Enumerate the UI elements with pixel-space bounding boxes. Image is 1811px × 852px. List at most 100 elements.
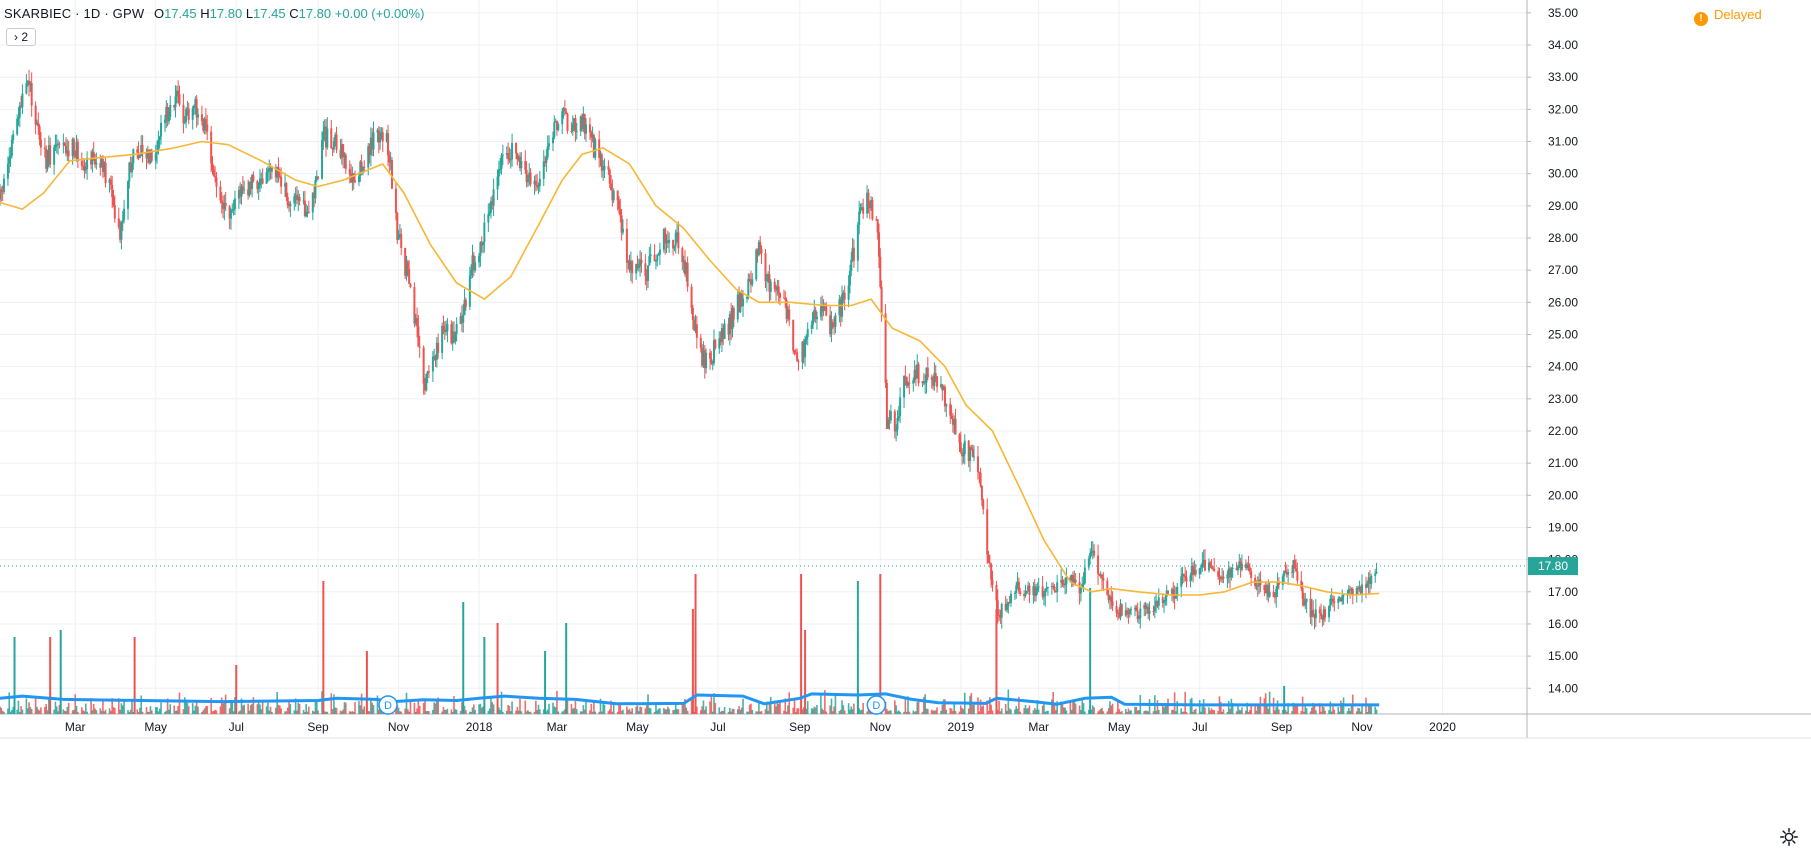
volume-bar xyxy=(793,700,796,714)
candle-body xyxy=(35,122,38,125)
volume-bar xyxy=(195,701,198,714)
candle-body xyxy=(511,142,514,160)
candle-body xyxy=(870,200,873,209)
volume-bar xyxy=(637,711,640,714)
candle-body xyxy=(1277,582,1280,585)
volume-bar xyxy=(895,705,897,714)
candle-body xyxy=(396,212,399,240)
volume-bar xyxy=(17,700,20,714)
candle-body xyxy=(58,143,61,145)
symbol-title[interactable]: SKARBIEC · 1D · GPW xyxy=(4,6,145,21)
volume-bar xyxy=(696,706,698,714)
delayed-status[interactable]: ! Delayed xyxy=(1694,7,1762,26)
volume-bar xyxy=(428,711,430,714)
volume-bar xyxy=(286,707,289,714)
volume-bar xyxy=(896,711,899,714)
candle-body xyxy=(991,579,994,585)
candle-body xyxy=(561,111,564,125)
candle-body xyxy=(387,133,390,156)
volume-spike xyxy=(565,623,568,714)
candle-body xyxy=(1312,609,1315,615)
volume-bar xyxy=(294,698,297,714)
candle-body xyxy=(520,161,523,169)
volume-bar xyxy=(269,706,272,714)
volume-bar xyxy=(1266,703,1268,714)
volume-bar xyxy=(519,698,521,714)
delayed-label: Delayed xyxy=(1714,7,1762,22)
candle-body xyxy=(257,185,260,189)
candle-body xyxy=(1181,574,1184,577)
volume-spike xyxy=(462,602,465,714)
candle-body xyxy=(479,242,482,256)
time-tick-label: Mar xyxy=(65,720,86,734)
candle-body xyxy=(822,304,825,312)
dividend-circle xyxy=(378,695,398,715)
volume-bar xyxy=(1098,710,1101,714)
volume-bar xyxy=(1217,710,1219,714)
candle-body xyxy=(654,260,657,262)
candle-body xyxy=(371,137,374,150)
volume-bar xyxy=(703,709,706,714)
volume-bar xyxy=(1069,700,1072,714)
volume-bar xyxy=(1027,708,1029,714)
volume-bar xyxy=(243,704,245,714)
candle-body xyxy=(431,356,434,372)
volume-spike xyxy=(800,574,803,714)
candle-body xyxy=(1246,564,1249,568)
candle-body xyxy=(713,340,716,364)
candle-body xyxy=(1258,579,1261,587)
candle-body xyxy=(1042,596,1045,598)
candle-body xyxy=(248,181,251,196)
candle-body xyxy=(83,165,86,171)
candle-body xyxy=(1110,596,1113,602)
volume-bar xyxy=(1115,711,1118,714)
candle-body xyxy=(247,189,250,196)
candle-body xyxy=(53,147,56,165)
volume-bar xyxy=(1278,709,1280,714)
volume-bar xyxy=(973,704,975,714)
volume-bar xyxy=(921,711,924,714)
candle-body xyxy=(367,146,370,168)
candle-body xyxy=(1144,605,1147,609)
candle-body xyxy=(243,189,246,191)
collapse-indicators-button[interactable]: › 2 xyxy=(6,28,36,46)
candle-body xyxy=(1008,602,1011,604)
symbol-legend: SKARBIEC · 1D · GPW O17.45 H17.80 L17.45… xyxy=(4,6,424,21)
candle-body xyxy=(47,145,50,162)
volume-bar xyxy=(330,693,333,714)
gear-icon[interactable] xyxy=(1778,826,1800,848)
volume-bar xyxy=(663,708,665,714)
candle-body xyxy=(30,83,33,106)
candle-body xyxy=(39,139,42,148)
price-tick-label: 32.00 xyxy=(1548,102,1578,116)
candle-body xyxy=(446,324,449,331)
candle-body xyxy=(437,342,440,353)
volume-bar xyxy=(810,708,813,714)
volume-bar xyxy=(564,709,566,714)
candle-body xyxy=(942,386,945,391)
volume-bar xyxy=(1293,706,1296,714)
candle-body xyxy=(940,384,943,387)
volume-bar xyxy=(252,697,255,714)
candle-body xyxy=(673,245,676,249)
volume-bar xyxy=(342,709,344,714)
candle-body xyxy=(1073,579,1076,585)
candle-body xyxy=(202,120,205,131)
volume-bar xyxy=(314,700,317,714)
volume-bar xyxy=(529,711,532,714)
volume-bar xyxy=(1358,708,1361,714)
candle-body xyxy=(573,118,576,125)
volume-bar xyxy=(1350,704,1353,714)
candle-body xyxy=(1190,565,1193,576)
volume-bar xyxy=(317,710,319,714)
candle-body xyxy=(757,242,760,256)
candle-body xyxy=(1107,594,1110,600)
candle-body xyxy=(1221,576,1224,580)
volume-bar xyxy=(168,709,170,714)
volume-bar xyxy=(1337,707,1340,714)
volume-bar xyxy=(480,707,483,714)
candle-body xyxy=(405,261,408,276)
volume-bar xyxy=(36,706,38,714)
candle-body xyxy=(776,286,779,291)
